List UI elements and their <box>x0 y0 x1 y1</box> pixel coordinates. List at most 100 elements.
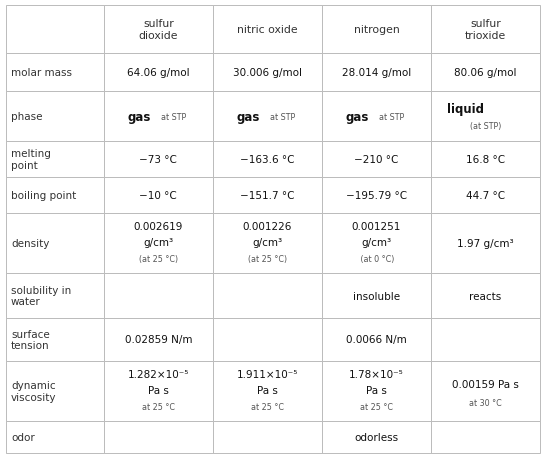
Bar <box>104 361 213 421</box>
Bar <box>431 421 540 453</box>
Bar <box>6 178 104 213</box>
Text: 0.02859 N/m: 0.02859 N/m <box>124 335 192 345</box>
Bar <box>104 92 213 142</box>
Bar <box>322 274 431 318</box>
Text: (at 25 °C): (at 25 °C) <box>139 254 178 263</box>
Bar <box>431 318 540 361</box>
Bar <box>213 318 322 361</box>
Bar <box>322 92 431 142</box>
Text: dynamic
viscosity: dynamic viscosity <box>11 381 56 402</box>
Text: at STP: at STP <box>378 112 404 122</box>
Text: 0.002619: 0.002619 <box>134 222 183 231</box>
Text: 44.7 °C: 44.7 °C <box>466 190 505 201</box>
Text: nitrogen: nitrogen <box>354 25 399 35</box>
Text: Pa s: Pa s <box>366 385 387 395</box>
Bar <box>431 274 540 318</box>
Bar <box>6 421 104 453</box>
Bar <box>322 54 431 92</box>
Text: gas: gas <box>237 111 260 123</box>
Bar <box>104 318 213 361</box>
Text: −195.79 °C: −195.79 °C <box>346 190 407 201</box>
Text: melting
point: melting point <box>11 149 51 170</box>
Bar <box>6 54 104 92</box>
Text: nitric oxide: nitric oxide <box>237 25 298 35</box>
Text: (at STP): (at STP) <box>470 122 501 130</box>
Text: −163.6 °C: −163.6 °C <box>240 155 295 165</box>
Bar <box>322 361 431 421</box>
Bar <box>213 421 322 453</box>
Text: 1.78×10⁻⁵: 1.78×10⁻⁵ <box>349 369 404 380</box>
Bar <box>213 361 322 421</box>
Bar <box>6 361 104 421</box>
Text: −151.7 °C: −151.7 °C <box>240 190 295 201</box>
Text: phase: phase <box>11 112 43 122</box>
Bar <box>6 92 104 142</box>
Bar <box>322 213 431 274</box>
Text: surface
tension: surface tension <box>11 329 50 351</box>
Text: odorless: odorless <box>354 432 399 442</box>
Text: 0.00159 Pa s: 0.00159 Pa s <box>452 379 519 389</box>
Bar <box>431 6 540 54</box>
Bar <box>104 421 213 453</box>
Text: (at 0 °C): (at 0 °C) <box>358 254 395 263</box>
Bar <box>431 92 540 142</box>
Text: density: density <box>11 238 49 248</box>
Bar <box>104 274 213 318</box>
Bar <box>431 142 540 178</box>
Text: boiling point: boiling point <box>11 190 76 201</box>
Bar <box>213 6 322 54</box>
Text: 0.0066 N/m: 0.0066 N/m <box>346 335 407 345</box>
Text: gas: gas <box>128 111 151 123</box>
Bar <box>322 178 431 213</box>
Text: gas: gas <box>346 111 369 123</box>
Text: 1.282×10⁻⁵: 1.282×10⁻⁵ <box>128 369 189 380</box>
Text: g/cm³: g/cm³ <box>361 237 391 247</box>
Text: 64.06 g/mol: 64.06 g/mol <box>127 68 189 78</box>
Bar <box>213 142 322 178</box>
Bar <box>431 178 540 213</box>
Bar <box>104 54 213 92</box>
Text: molar mass: molar mass <box>11 68 72 78</box>
Bar <box>6 6 104 54</box>
Bar <box>213 274 322 318</box>
Text: Pa s: Pa s <box>257 385 278 395</box>
Text: g/cm³: g/cm³ <box>252 237 282 247</box>
Bar <box>104 213 213 274</box>
Text: Pa s: Pa s <box>148 385 169 395</box>
Bar <box>213 178 322 213</box>
Text: 0.001251: 0.001251 <box>352 222 401 231</box>
Bar <box>322 318 431 361</box>
Text: 30.006 g/mol: 30.006 g/mol <box>233 68 302 78</box>
Bar <box>6 274 104 318</box>
Text: 16.8 °C: 16.8 °C <box>466 155 505 165</box>
Text: 1.911×10⁻⁵: 1.911×10⁻⁵ <box>237 369 298 380</box>
Bar <box>104 178 213 213</box>
Bar <box>6 142 104 178</box>
Text: at STP: at STP <box>270 112 295 122</box>
Text: at 30 °C: at 30 °C <box>469 398 502 407</box>
Bar <box>104 142 213 178</box>
Bar <box>6 318 104 361</box>
Text: 0.001226: 0.001226 <box>243 222 292 231</box>
Bar <box>431 54 540 92</box>
Bar <box>322 421 431 453</box>
Text: sulfur
trioxide: sulfur trioxide <box>465 19 506 41</box>
Bar <box>213 92 322 142</box>
Text: 28.014 g/mol: 28.014 g/mol <box>342 68 411 78</box>
Bar <box>431 213 540 274</box>
Text: reacts: reacts <box>470 291 502 301</box>
Text: g/cm³: g/cm³ <box>143 237 174 247</box>
Text: insoluble: insoluble <box>353 291 400 301</box>
Text: at STP: at STP <box>161 112 186 122</box>
Bar <box>104 6 213 54</box>
Text: 80.06 g/mol: 80.06 g/mol <box>454 68 517 78</box>
Bar <box>322 142 431 178</box>
Text: −210 °C: −210 °C <box>354 155 399 165</box>
Bar <box>6 213 104 274</box>
Bar <box>213 54 322 92</box>
Text: odor: odor <box>11 432 35 442</box>
Text: −10 °C: −10 °C <box>139 190 177 201</box>
Text: −73 °C: −73 °C <box>139 155 177 165</box>
Text: at 25 °C: at 25 °C <box>251 402 284 411</box>
Text: 1.97 g/cm³: 1.97 g/cm³ <box>457 238 514 248</box>
